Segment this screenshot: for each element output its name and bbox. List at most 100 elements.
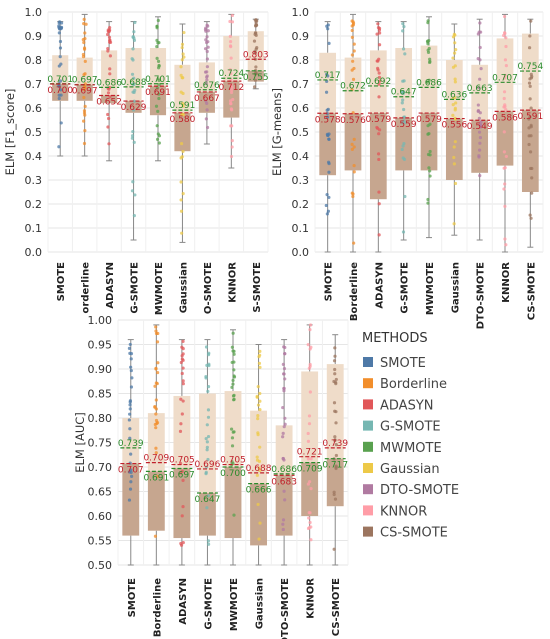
data-point bbox=[157, 63, 161, 68]
data-point bbox=[106, 32, 110, 37]
data-point bbox=[504, 44, 508, 49]
data-point bbox=[132, 90, 136, 94]
category-label: SMOTE bbox=[56, 262, 67, 301]
green-value-label: 0.666 bbox=[246, 486, 272, 496]
data-point bbox=[181, 102, 185, 106]
red-value-label: 0.707 bbox=[118, 466, 144, 476]
data-point bbox=[205, 448, 209, 452]
data-point bbox=[452, 222, 456, 226]
y-tick-label: 0.5 bbox=[292, 126, 310, 139]
legend-label: MWMOTE bbox=[380, 441, 442, 456]
data-point bbox=[205, 108, 209, 112]
data-point bbox=[154, 381, 158, 385]
green-value-label: 0.724 bbox=[218, 69, 244, 79]
y-tick-label: 0.8 bbox=[25, 54, 43, 67]
data-point bbox=[352, 241, 356, 245]
data-point bbox=[206, 389, 210, 394]
red-value-label: 0.586 bbox=[492, 113, 518, 123]
data-point bbox=[157, 141, 161, 145]
legend-title: METHODS bbox=[362, 331, 428, 346]
data-point bbox=[257, 466, 261, 470]
data-point bbox=[181, 379, 185, 383]
data-point bbox=[155, 56, 159, 60]
data-point bbox=[377, 71, 381, 75]
data-point bbox=[58, 79, 63, 83]
data-point bbox=[156, 370, 160, 375]
data-point bbox=[504, 36, 508, 40]
data-point bbox=[204, 38, 208, 42]
data-point bbox=[179, 397, 183, 401]
data-point bbox=[229, 154, 234, 159]
data-point bbox=[400, 101, 404, 105]
data-point bbox=[352, 49, 356, 53]
data-point bbox=[327, 41, 331, 45]
legend-label: SMOTE bbox=[380, 356, 426, 371]
category-label: G-SMOTE bbox=[203, 578, 214, 630]
data-point bbox=[82, 40, 86, 45]
y-tick-label: 0.55 bbox=[88, 535, 113, 548]
data-point bbox=[179, 209, 184, 213]
green-value-label: 0.700 bbox=[220, 469, 246, 479]
data-point bbox=[378, 128, 382, 132]
data-point bbox=[401, 79, 405, 83]
data-point bbox=[283, 422, 287, 426]
box-lower bbox=[224, 467, 242, 539]
data-point bbox=[83, 31, 87, 35]
data-point bbox=[255, 473, 259, 477]
box-upper bbox=[395, 48, 413, 118]
data-point bbox=[258, 391, 262, 396]
data-point bbox=[181, 399, 185, 403]
data-point bbox=[181, 192, 185, 196]
data-point bbox=[333, 435, 337, 439]
y-tick-label: 0.8 bbox=[292, 54, 310, 67]
data-point bbox=[479, 120, 483, 124]
data-point bbox=[327, 137, 331, 141]
data-point bbox=[59, 121, 63, 125]
box-upper bbox=[173, 395, 191, 469]
data-point bbox=[229, 83, 233, 87]
data-point bbox=[205, 440, 209, 444]
data-point bbox=[282, 386, 286, 391]
data-point bbox=[230, 88, 234, 92]
y-tick-label: 1.0 bbox=[292, 6, 310, 19]
data-point bbox=[426, 197, 430, 202]
data-point bbox=[179, 65, 183, 69]
data-point bbox=[334, 453, 338, 458]
data-point bbox=[82, 109, 87, 113]
data-point bbox=[204, 437, 208, 441]
data-point bbox=[428, 169, 432, 173]
box-upper bbox=[471, 64, 489, 121]
y-tick-label: 0.4 bbox=[25, 150, 43, 163]
data-point bbox=[530, 74, 534, 79]
data-point bbox=[502, 96, 506, 101]
box-upper bbox=[76, 57, 93, 85]
data-point bbox=[350, 68, 354, 72]
box-lower bbox=[369, 113, 387, 200]
data-point bbox=[350, 191, 354, 195]
data-point bbox=[204, 374, 208, 379]
data-point bbox=[377, 190, 381, 194]
data-point bbox=[205, 57, 209, 61]
data-point bbox=[333, 372, 337, 376]
data-point bbox=[326, 133, 330, 138]
data-point bbox=[204, 472, 208, 476]
data-point bbox=[504, 64, 508, 68]
data-point bbox=[529, 125, 533, 129]
green-value-label: 0.707 bbox=[492, 73, 518, 83]
data-point bbox=[503, 237, 507, 241]
data-point bbox=[502, 90, 507, 94]
chart-panel-2: 0.0 0.1 0.2 0.3 0.4 0.5 0.6 0.7 0.8 0.9 1.0 ELM [G-… bbox=[270, 6, 544, 329]
data-point bbox=[106, 91, 111, 95]
data-point bbox=[326, 27, 330, 31]
data-point bbox=[332, 401, 337, 405]
data-point bbox=[528, 77, 532, 81]
data-point bbox=[127, 498, 132, 502]
data-point bbox=[106, 46, 110, 51]
data-point bbox=[351, 77, 356, 81]
category-label: Borderline bbox=[152, 578, 163, 637]
category-label: ADASYN bbox=[374, 262, 385, 309]
data-point bbox=[132, 30, 136, 34]
green-value-label: 0.717 bbox=[322, 461, 348, 471]
data-point bbox=[309, 457, 313, 461]
data-point bbox=[156, 77, 160, 81]
